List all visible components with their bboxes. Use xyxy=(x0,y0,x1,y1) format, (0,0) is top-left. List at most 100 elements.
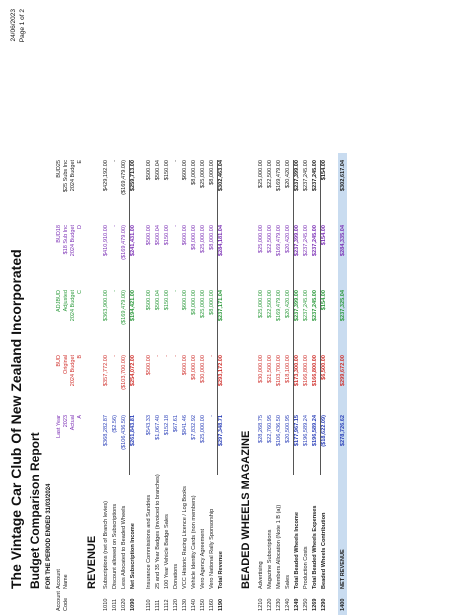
subtotal-rule xyxy=(129,160,130,475)
amount-cell: $1,067.40 xyxy=(155,415,161,440)
amount-cell: $237,245.00 xyxy=(312,225,318,257)
amount-cell: $103,700.00 xyxy=(276,355,282,387)
amount-cell: $152.18 xyxy=(164,415,170,436)
amount-cell: $259,713.00 xyxy=(130,160,136,192)
account-code: 1090 xyxy=(130,598,136,611)
account-code: 1020 xyxy=(121,598,127,611)
col-header-last-year: Last Year 2023 Actual A xyxy=(56,415,83,438)
table-row: 1011 Discount allowed on Subscriptions ($2… xyxy=(112,0,120,615)
account-code: 1111 xyxy=(155,599,161,611)
amount-cell: $25,000.00 xyxy=(258,160,264,188)
table-row: 1240 Sales $20,500.95 $18,100.00 $20,420.00 $… xyxy=(285,0,293,615)
amount-cell: $25,000.00 xyxy=(200,160,206,188)
account-name: Vehicle Identity Cards (non members) xyxy=(191,495,197,589)
amount-cell: $169,479.00 xyxy=(276,290,282,322)
amount-cell: $30,000.00 xyxy=(258,355,264,383)
table-row: 1210 Advertising $28,268.75 $30,000.00 $25,0… xyxy=(258,0,266,615)
amount-cell: $154.00 xyxy=(321,160,327,181)
amount-cell: $28,268.75 xyxy=(258,415,264,443)
table-row: 1269 Total Beaded Wheels Expenses $196,589… xyxy=(312,0,320,615)
account-code: 1120 xyxy=(173,598,179,611)
amount-cell: $284,335.04 xyxy=(340,225,346,257)
account-code: 1140 xyxy=(191,598,197,611)
amount-cell: $302,463.04 xyxy=(218,160,224,192)
amount-cell: $363,900.00 xyxy=(103,290,109,322)
amount-cell: $500.04 xyxy=(155,225,161,246)
account-code: 1130 xyxy=(182,598,188,611)
account-name: Vero National Rally Sponsorship xyxy=(209,508,215,589)
amount-cell: $500.04 xyxy=(155,290,161,311)
amount-cell: $237,399.00 xyxy=(294,225,300,257)
amount-cell: - xyxy=(173,290,179,292)
account-name: Net Subscription Income xyxy=(130,523,136,589)
amount-cell: $254,072.00 xyxy=(130,355,136,387)
amount-cell: $8,000.00 xyxy=(209,225,215,250)
account-name: Vero Agency Agreement xyxy=(200,528,206,589)
account-code: 1269 xyxy=(312,598,318,611)
report-date: 24/06/2023 xyxy=(10,9,17,42)
amount-cell: $177,967.15 xyxy=(294,415,300,447)
amount-cell: $6,500.00 xyxy=(321,355,327,380)
account-code: 1230 xyxy=(276,598,282,611)
amount-cell: $261,843.81 xyxy=(130,415,136,447)
amount-cell: - xyxy=(112,225,118,227)
amount-cell: $299,672.00 xyxy=(340,355,346,387)
amount-cell: $500.00 xyxy=(146,160,152,181)
amount-cell: $169,479.00 xyxy=(276,225,282,257)
subtotal-rule xyxy=(320,160,321,475)
amount-cell: $21,500.00 xyxy=(267,355,273,383)
account-code: 1010 xyxy=(103,598,109,611)
amount-cell: $25,000.00 xyxy=(200,290,206,318)
amount-cell: $8,000.00 xyxy=(209,160,215,185)
table-row: 1090 Net Subscription Income $261,843.81 $2… xyxy=(130,0,138,615)
account-name: NET REVENUE xyxy=(340,549,346,589)
account-name: Insurance Commissions and Sundries xyxy=(146,494,152,589)
table-row: 1112 100 Year Vehicle Badge Sales $152.18 -… xyxy=(164,0,172,615)
amount-cell: $302,617.04 xyxy=(340,160,346,192)
amount-cell: $284,181.04 xyxy=(218,225,224,257)
account-code: 1160 xyxy=(209,598,215,611)
amount-cell: ($106,436.50) xyxy=(121,415,127,450)
account-name: 25 and 35 Year Badges (invoiced to branc… xyxy=(155,474,161,589)
amount-cell: $150.00 xyxy=(164,160,170,181)
amount-cell: $106,436.50 xyxy=(276,415,282,447)
amount-cell: $237,245.00 xyxy=(303,290,309,322)
amount-cell: $429,192.00 xyxy=(103,160,109,192)
col-header-bud18: BUD18 $18 Sub Inc 2024 Budget D xyxy=(56,225,83,257)
amount-cell: $22,500.00 xyxy=(267,290,273,318)
table-row: 1130 VCC Historic Racing Licence / Log Bo… xyxy=(182,0,190,615)
table-row: 1020 Less Allocated to Beaded Wheels ($106… xyxy=(121,0,129,615)
table-row: 1190 Total Revenue $297,348.71 $293,172.00 $… xyxy=(218,0,226,615)
amount-cell: $500.00 xyxy=(146,225,152,246)
amount-cell: ($169,479.00) xyxy=(121,160,127,195)
amount-cell: $166,800.00 xyxy=(312,355,318,387)
amount-cell: $241,431.00 xyxy=(130,225,136,257)
amount-cell: $196,589.24 xyxy=(312,415,318,447)
account-code: 1112 xyxy=(164,599,170,611)
amount-cell: $237,399.00 xyxy=(294,160,300,192)
account-code: 1110 xyxy=(146,599,152,611)
amount-cell: $600.00 xyxy=(182,355,188,376)
table-row: 1110 Insurance Commissions and Sundries $5… xyxy=(146,0,154,615)
report-title: The Vintage Car Club Of New Zealand Inco… xyxy=(8,249,24,589)
amount-cell: $22,760.95 xyxy=(267,415,273,443)
amount-cell: $237,245.00 xyxy=(303,160,309,192)
amount-cell: $237,245.00 xyxy=(312,290,318,322)
account-code: 1249 xyxy=(294,598,300,611)
amount-cell: $150.00 xyxy=(164,225,170,246)
amount-cell: $357,772.00 xyxy=(103,355,109,387)
amount-cell: ($169,479.00) xyxy=(121,290,127,325)
account-code: 1400 xyxy=(340,598,346,611)
report-period: FOR THE PERIOD ENDED 31/03/2024 xyxy=(46,483,52,589)
amount-cell: - xyxy=(112,160,118,162)
account-name: Members Allocation (Note 1 B (a)) xyxy=(276,504,282,589)
account-code: 1150 xyxy=(200,598,206,611)
amount-cell: $25,000.00 xyxy=(258,225,264,253)
amount-cell: $22,500.00 xyxy=(267,160,273,188)
amount-cell: - xyxy=(209,355,215,357)
amount-cell: - xyxy=(173,160,179,162)
amount-cell: $297,348.71 xyxy=(218,415,224,447)
account-code: 1190 xyxy=(218,598,224,611)
table-row: 1400 NET REVENUE $278,726.62 $299,672.00 $23… xyxy=(340,0,348,615)
